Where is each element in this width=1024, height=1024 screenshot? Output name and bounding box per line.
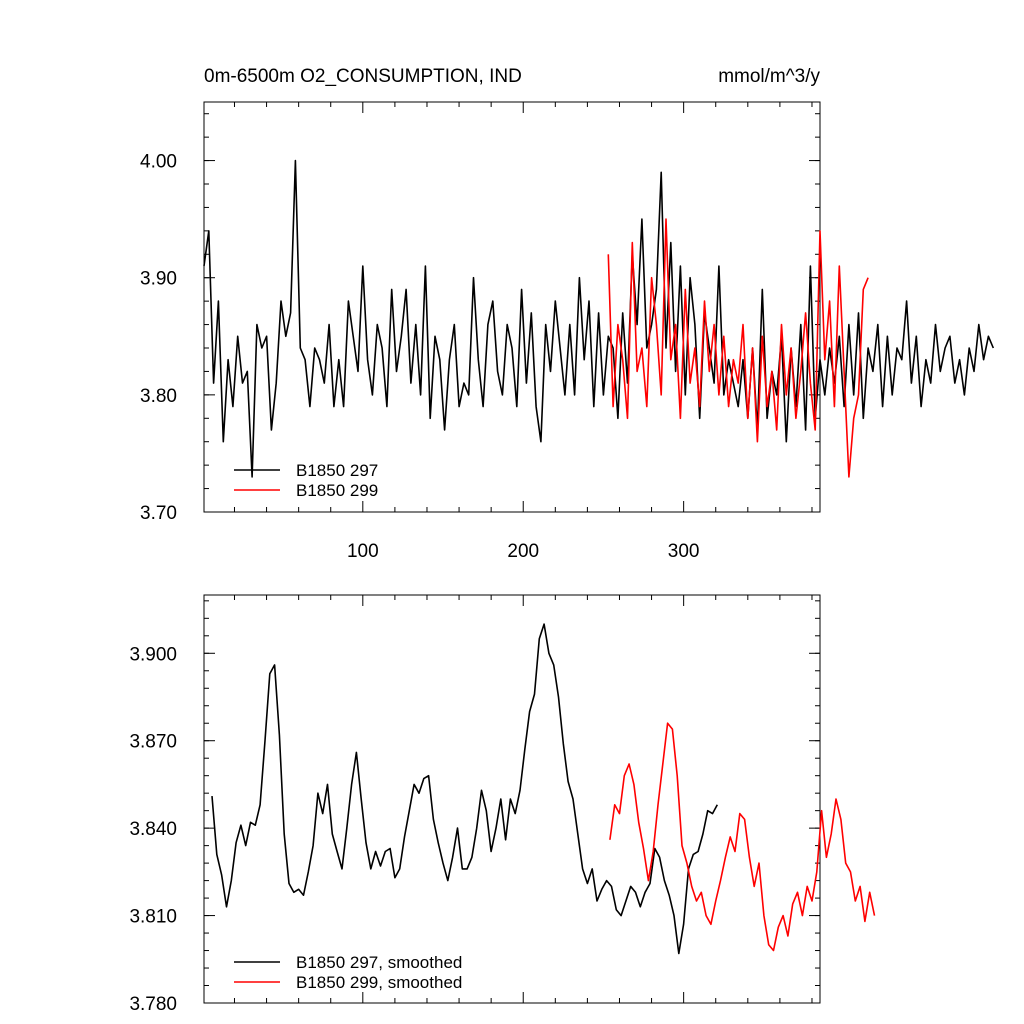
x-tick-label: 200 [507,541,539,562]
bottom-panel: 3.780 3.810 3.840 3.870 3.900 B1850 297, smoo… [129,594,876,1015]
series-line-2 [607,218,869,478]
y-tick-label: 3.80 [140,386,177,407]
legend-label-1: B1850 297 [296,461,378,480]
legend-label-1: B1850 297, smoothed [296,953,462,972]
x-tick-label: 100 [347,541,379,562]
series-line-1 [203,159,995,478]
legend-label-2: B1850 299, smoothed [296,973,462,992]
y-tick-label: 3.780 [129,994,177,1015]
series-line-2 [609,722,876,952]
y-tick-label: 3.70 [140,503,177,524]
chart-title: 0m-6500m O2_CONSUMPTION, IND [204,66,522,87]
series-line-1 [211,623,719,955]
y-tick-label: 3.870 [129,732,177,753]
plot-frame [203,594,821,1004]
top-panel: 3.70 3.80 3.90 4.00 100 200 300 B1850 297B1850 … [140,101,995,562]
plot-frame [203,101,821,513]
y-tick-label: 3.840 [129,819,177,840]
y-tick-label: 3.810 [129,907,177,928]
chart-units: mmol/m^3/y [718,66,820,87]
legend-label-2: B1850 299 [296,481,378,500]
y-tick-label: 3.90 [140,269,177,290]
y-tick-label: 4.00 [140,152,177,173]
y-tick-label: 3.900 [129,644,177,665]
x-tick-label: 300 [668,541,700,562]
